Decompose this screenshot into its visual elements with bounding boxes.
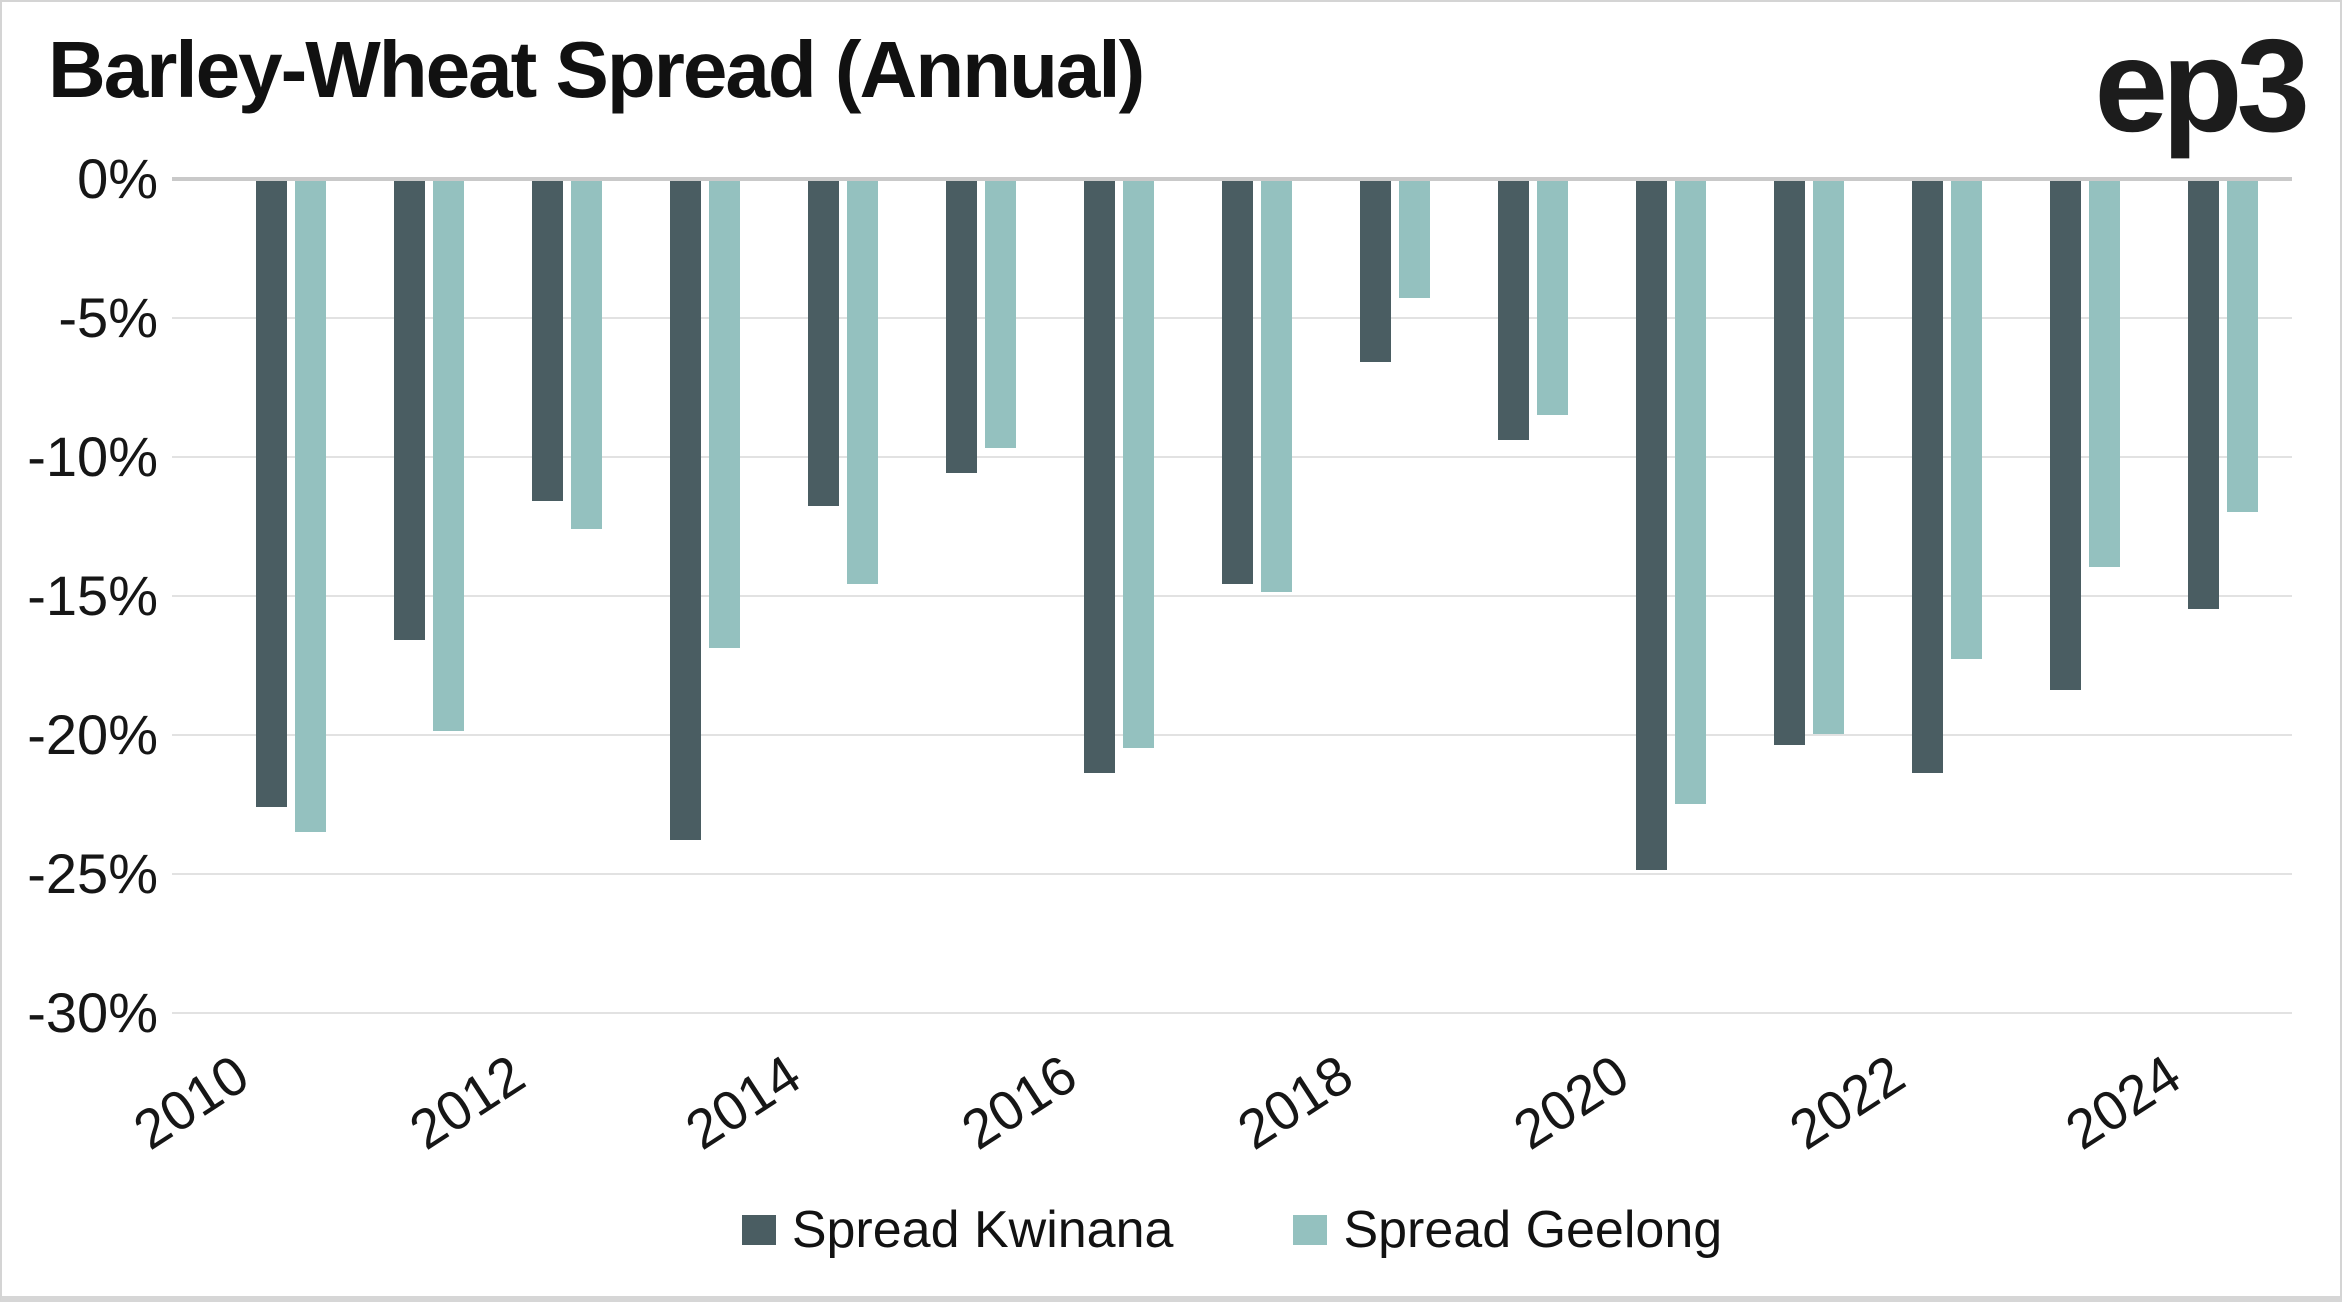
bar-2021-kwinana (1773, 181, 1805, 745)
y-axis-tick-label: -25% (27, 842, 158, 905)
gridline (172, 873, 2292, 875)
bar-2011-geelong (432, 181, 464, 731)
x-axis-tick-label: 2018 (1226, 1042, 1363, 1162)
bar-2014-kwinana (807, 181, 839, 506)
bar-2024-kwinana (2187, 181, 2219, 609)
bar-2012-kwinana (531, 181, 563, 501)
chart-title: Barley-Wheat Spread (Annual) (48, 25, 1145, 114)
x-axis-tick-label: 2016 (950, 1042, 1087, 1162)
x-axis-zero-line (172, 177, 2292, 181)
bar-2017-geelong (1260, 181, 1292, 592)
legend-label-geelong: Spread Geelong (1343, 1201, 1723, 1259)
legend-item-geelong: Spread Geelong (1293, 1200, 1722, 1260)
chart-legend: Spread Kwinana Spread Geelong (172, 1200, 2292, 1260)
x-axis-tick-label: 2020 (1502, 1042, 1639, 1162)
bar-2020-geelong (1674, 181, 1706, 804)
bar-2018-geelong (1398, 181, 1430, 298)
bar-2019-kwinana (1497, 181, 1529, 440)
bar-2016-kwinana (1083, 181, 1115, 773)
y-axis-tick-label: 0% (77, 147, 158, 210)
bar-2022-kwinana (1911, 181, 1943, 773)
bar-2023-geelong (2088, 181, 2120, 567)
bar-2013-kwinana (669, 181, 701, 840)
bar-2024-geelong (2226, 181, 2258, 512)
ep3-logo: ep3 (2094, 12, 2310, 159)
bar-2013-geelong (708, 181, 740, 648)
y-axis-tick-label: -10% (27, 425, 158, 488)
bar-2016-geelong (1122, 181, 1154, 748)
bar-2021-geelong (1812, 181, 1844, 734)
bar-2019-geelong (1536, 181, 1568, 415)
bar-2012-geelong (570, 181, 602, 529)
bar-2015-kwinana (945, 181, 977, 473)
x-axis-tick-label: 2010 (122, 1042, 259, 1162)
gridline (172, 595, 2292, 597)
bar-2018-kwinana (1359, 181, 1391, 362)
bar-2022-geelong (1950, 181, 1982, 659)
bar-2010-kwinana (255, 181, 287, 807)
bar-2017-kwinana (1221, 181, 1253, 584)
bar-2023-kwinana (2049, 181, 2081, 690)
legend-item-kwinana: Spread Kwinana (741, 1200, 1174, 1260)
bar-2015-geelong (984, 181, 1016, 448)
x-axis-tick-label: 2012 (398, 1042, 535, 1162)
x-axis-tick-label: 2022 (1778, 1042, 1915, 1162)
gridline (172, 734, 2292, 736)
geelong-swatch-icon (1293, 1215, 1328, 1245)
bar-2020-kwinana (1635, 181, 1667, 870)
y-axis-tick-label: -5% (58, 286, 158, 349)
gridline (172, 1012, 2292, 1014)
x-axis-tick-label: 2014 (674, 1042, 811, 1162)
bar-2010-geelong (294, 181, 326, 832)
y-axis-tick-label: -30% (27, 981, 158, 1044)
bar-2011-kwinana (393, 181, 425, 640)
x-axis-tick-label: 2024 (2054, 1042, 2191, 1162)
y-axis-tick-label: -15% (27, 564, 158, 627)
bar-2014-geelong (846, 181, 878, 584)
kwinana-swatch-icon (741, 1215, 776, 1245)
y-axis-tick-label: -20% (27, 703, 158, 766)
legend-label-kwinana: Spread Kwinana (791, 1201, 1174, 1259)
